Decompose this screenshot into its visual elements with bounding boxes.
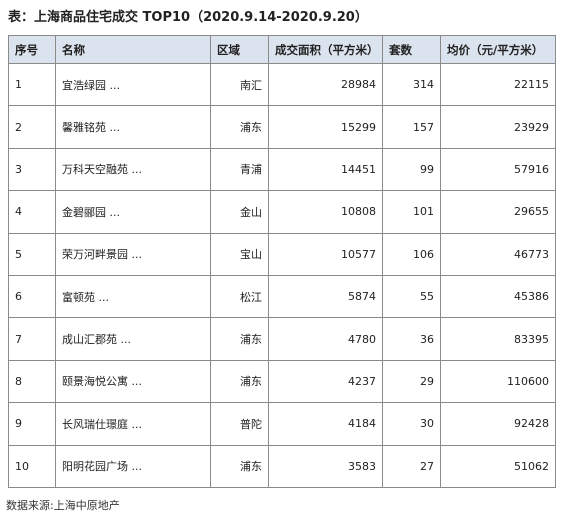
table-cell: 4184 [268,402,383,446]
table-cell: 3583 [268,444,383,488]
table-cell: 4237 [268,359,383,404]
table-cell: 5874 [268,274,383,319]
table-cell: 富顿苑 ... [55,274,211,319]
header-cell: 区域 [210,35,269,64]
table-cell: 荣万河畔景园 ... [55,232,211,276]
table-row: 6 富顿苑 ... 松江 5874 55 45386 [8,274,556,319]
table-cell: 成山汇郡苑 ... [55,317,211,361]
table-cell: 110600 [440,359,556,404]
header-cell: 成交面积（平方米） [268,35,383,64]
table-cell: 14451 [268,147,383,192]
table-row: 5 荣万河畔景园 ... 宝山 10577 106 46773 [8,232,556,276]
table-cell: 宝山 [210,232,269,276]
table-body: 1 宜浩绿园 ... 南汇 28984 314 22115 2 馨雅铭苑 ... 浦东 15299… [8,62,556,488]
table-cell: 30 [382,402,441,446]
table-cell: 101 [382,190,441,234]
table-cell: 4780 [268,317,383,361]
table-cell: 9 [8,402,56,446]
table-cell: 22115 [440,62,556,107]
data-table: 序号 名称 区域 成交面积（平方米） 套数 均价（元/平方米） 1 宜浩绿园 ... 南汇 28… [8,35,556,488]
table-cell: 浦东 [210,444,269,488]
header-cell: 均价（元/平方米） [440,35,556,64]
table-cell: 金碧郦园 ... [55,190,211,234]
source-note: 数据来源:上海中原地产 [6,499,120,512]
table-cell: 106 [382,232,441,276]
table-row: 4 金碧郦园 ... 金山 10808 101 29655 [8,190,556,234]
title: 表：上海商品住宅成交 TOP10（2020.9.14-2020.9.20） [8,10,368,25]
table-cell: 28984 [268,62,383,107]
table-cell: 浦东 [210,105,269,149]
table-cell: 46773 [440,232,556,276]
table-row: 3 万科天空融苑 ... 青浦 14451 99 57916 [8,147,556,192]
table-cell: 23929 [440,105,556,149]
table-row: 1 宜浩绿园 ... 南汇 28984 314 22115 [8,62,556,107]
table-row: 8 颐景海悦公寓 ... 浦东 4237 29 110600 [8,359,556,404]
table-cell: 馨雅铭苑 ... [55,105,211,149]
table-cell: 7 [8,317,56,361]
table-cell: 普陀 [210,402,269,446]
table-cell: 浦东 [210,359,269,404]
table-cell: 27 [382,444,441,488]
table-cell: 29655 [440,190,556,234]
table-row: 7 成山汇郡苑 ... 浦东 4780 36 83395 [8,317,556,361]
table-cell: 阳明花园广场 ... [55,444,211,488]
table-cell: 314 [382,62,441,107]
table-cell: 6 [8,274,56,319]
table-cell: 5 [8,232,56,276]
table-cell: 157 [382,105,441,149]
table-cell: 51062 [440,444,556,488]
table-cell: 10 [8,444,56,488]
table-cell: 3 [8,147,56,192]
table-cell: 1 [8,62,56,107]
table-row: 9 长风瑞仕璟庭 ... 普陀 4184 30 92428 [8,402,556,446]
table-cell: 浦东 [210,317,269,361]
header-cell: 名称 [55,35,211,64]
table-cell: 36 [382,317,441,361]
table-cell: 8 [8,359,56,404]
header-row: 序号 名称 区域 成交面积（平方米） 套数 均价（元/平方米） [8,35,556,64]
table-cell: 长风瑞仕璟庭 ... [55,402,211,446]
table-cell: 宜浩绿园 ... [55,62,211,107]
table-cell: 45386 [440,274,556,319]
table-row: 2 馨雅铭苑 ... 浦东 15299 157 23929 [8,105,556,149]
table-cell: 南汇 [210,62,269,107]
table-cell: 青浦 [210,147,269,192]
table-cell: 松江 [210,274,269,319]
table-cell: 92428 [440,402,556,446]
table-cell: 金山 [210,190,269,234]
table-cell: 57916 [440,147,556,192]
table-cell: 颐景海悦公寓 ... [55,359,211,404]
table-cell: 4 [8,190,56,234]
table-cell: 15299 [268,105,383,149]
table-row: 10 阳明花园广场 ... 浦东 3583 27 51062 [8,444,556,488]
table-cell: 万科天空融苑 ... [55,147,211,192]
header-cell: 套数 [382,35,441,64]
table-cell: 29 [382,359,441,404]
table-cell: 83395 [440,317,556,361]
table-cell: 10577 [268,232,383,276]
table-cell: 55 [382,274,441,319]
table-cell: 2 [8,105,56,149]
table-cell: 99 [382,147,441,192]
table-cell: 10808 [268,190,383,234]
header-cell: 序号 [8,35,56,64]
